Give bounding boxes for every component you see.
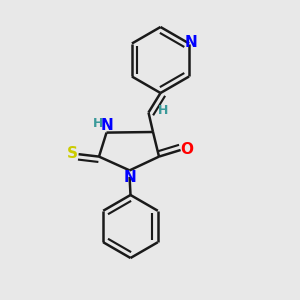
Text: H: H: [158, 103, 168, 117]
Text: H: H: [93, 117, 103, 130]
Text: O: O: [180, 142, 193, 157]
Text: S: S: [67, 146, 78, 161]
Text: N: N: [123, 170, 136, 185]
Text: N: N: [101, 118, 113, 134]
Text: N: N: [184, 35, 197, 50]
